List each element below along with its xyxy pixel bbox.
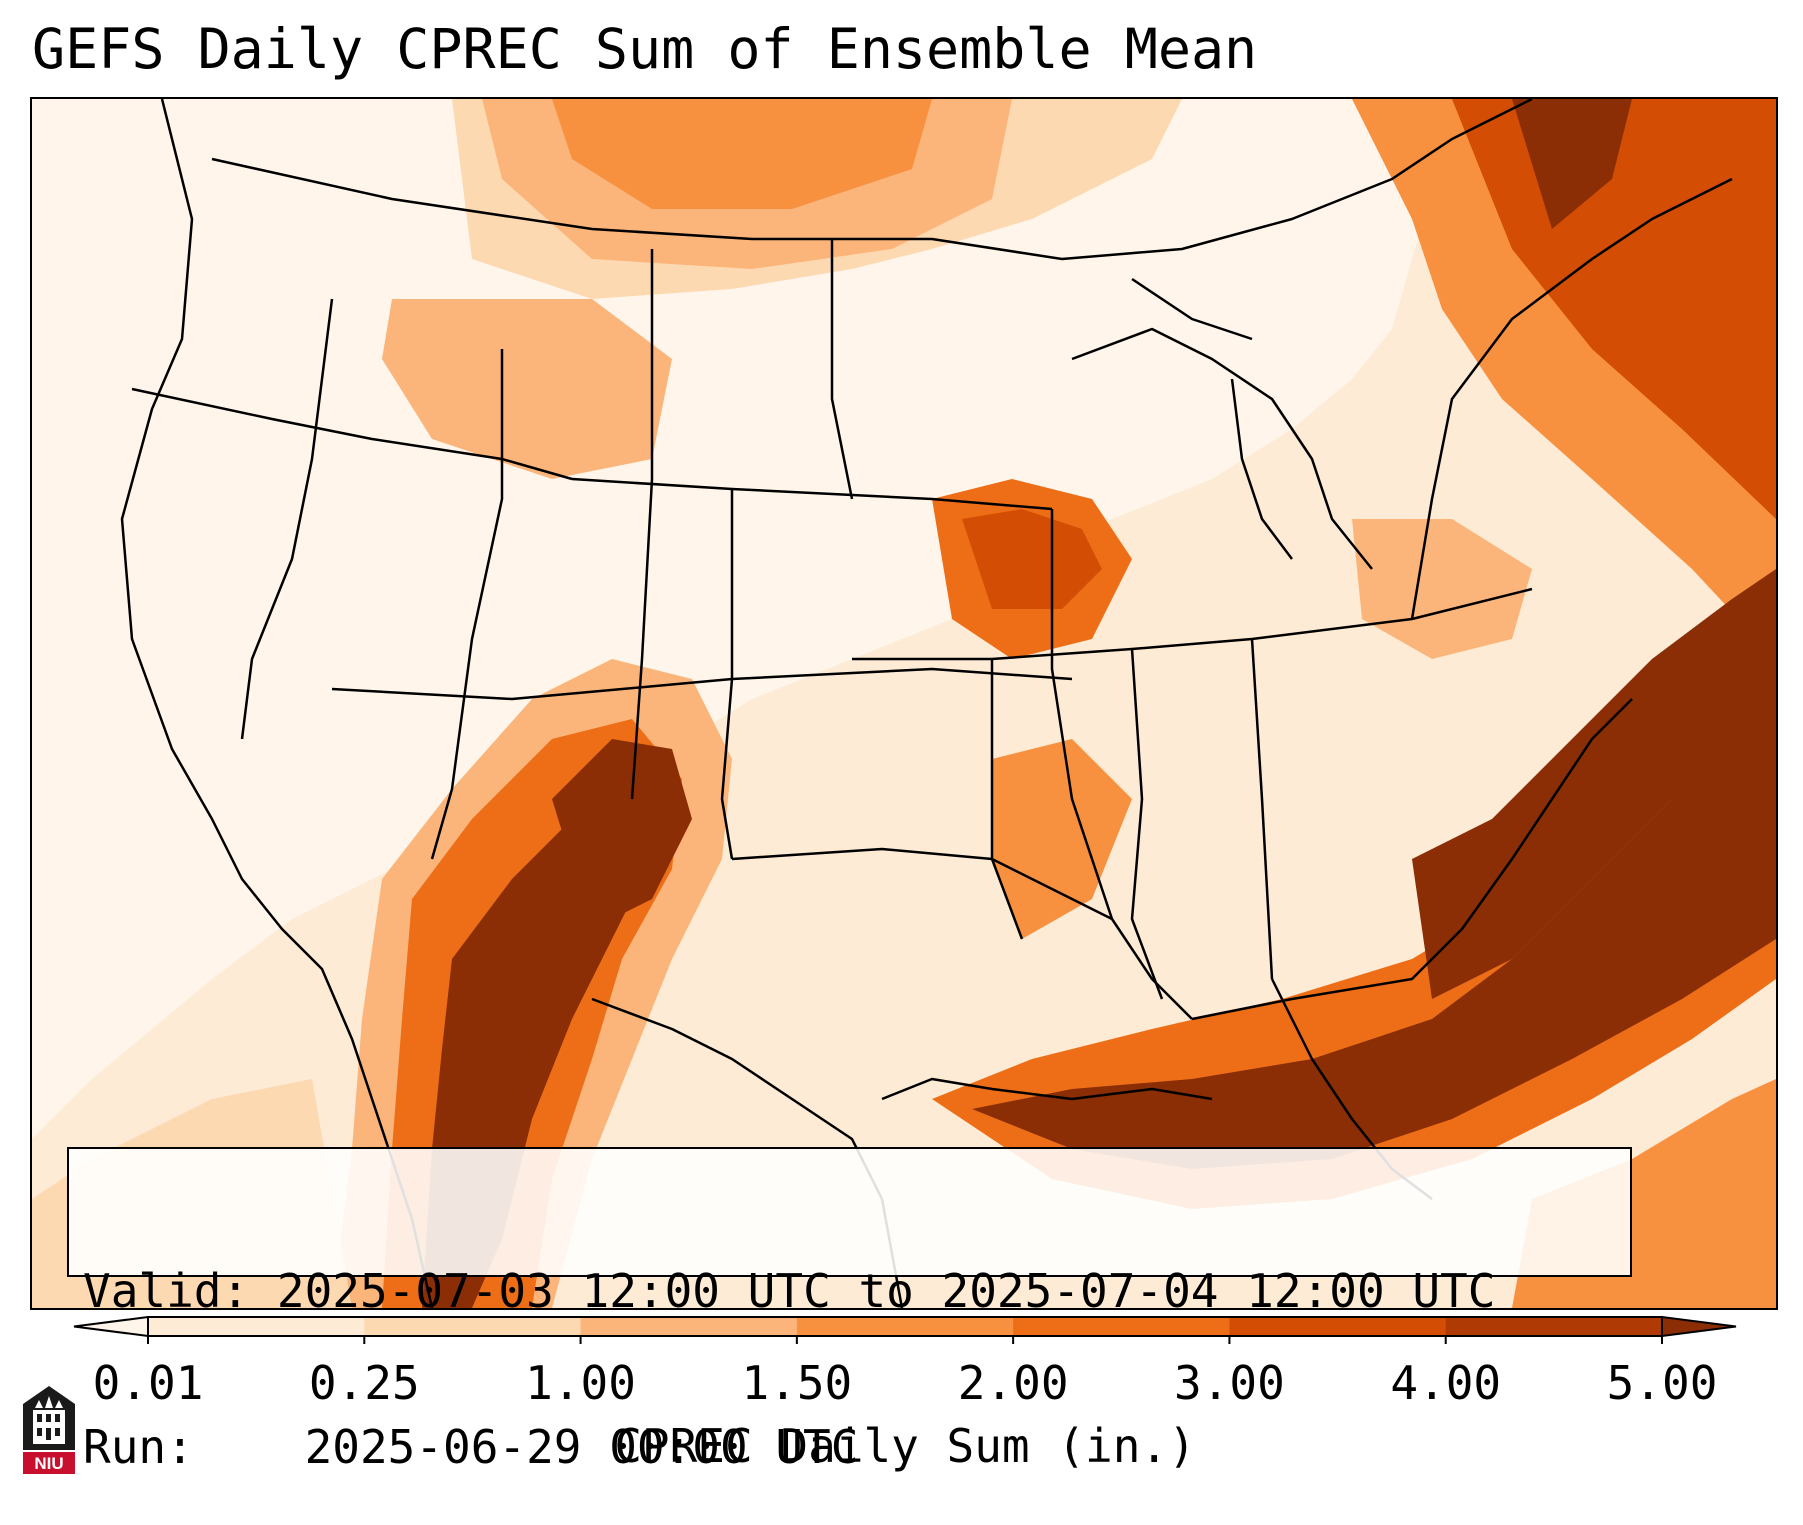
run-value: 2025-06-29 00:00 UTC <box>304 1420 859 1474</box>
valid-run-info-box: Valid: 2025-07-03 12:00 UTC to 2025-07-0… <box>67 1147 1632 1473</box>
valid-row: Valid: 2025-07-03 12:00 UTC to 2025-07-0… <box>83 1265 1630 1317</box>
colorbar-segment <box>1445 1317 1663 1336</box>
colorbar-segment <box>796 1317 1014 1336</box>
colorbar-tick-label: 3.00 <box>1174 1356 1285 1410</box>
map-title: GEFS Daily CPREC Sum of Ensemble Mean <box>32 17 1258 81</box>
map-canvas <box>32 99 1776 1308</box>
colorbar-tick-label: 4.00 <box>1390 1356 1501 1410</box>
precip-field <box>32 99 1776 1308</box>
colorbar-tick-label: 5.00 <box>1607 1356 1718 1410</box>
colorbar: 0.01 0.25 1.00 1.50 2.00 3.00 4.00 5.00 CPREC Da… <box>73 1315 1737 1473</box>
run-label: Run: <box>83 1420 194 1474</box>
colorbar-segment <box>1229 1317 1447 1336</box>
colorbar-segment <box>148 1317 365 1336</box>
university-tower-icon <box>23 1386 75 1450</box>
colorbar-segment <box>364 1317 582 1336</box>
colorbar-tick-label: 1.50 <box>741 1356 852 1410</box>
colorbar-under-extension <box>73 1315 149 1338</box>
logo-band <box>23 1452 75 1474</box>
colorbar-outline <box>147 1316 1663 1337</box>
run-row: Run: 2025-06-29 00:00 UTC <box>83 1421 1630 1473</box>
colorbar-tick-label: 2.00 <box>958 1356 1069 1410</box>
colorbar-tick-label: 1.00 <box>525 1356 636 1410</box>
niu-logo: NIU <box>23 1386 75 1474</box>
logo-text: NIU <box>34 1454 63 1473</box>
precipitation-map <box>30 97 1778 1310</box>
colorbar-tick-label: 0.01 <box>93 1356 204 1410</box>
colorbar-tick-label: 0.25 <box>309 1356 420 1410</box>
valid-label: Valid: <box>83 1264 250 1318</box>
colorbar-segment <box>1013 1317 1230 1336</box>
colorbar-label: CPREC Daily Sum (in.) <box>614 1419 1196 1473</box>
colorbar-over-extension <box>1661 1315 1737 1338</box>
colorbar-segment <box>580 1317 798 1336</box>
state-boundaries <box>120 99 1733 1308</box>
valid-value: 2025-07-03 12:00 UTC to 2025-07-04 12:00… <box>276 1264 1496 1318</box>
